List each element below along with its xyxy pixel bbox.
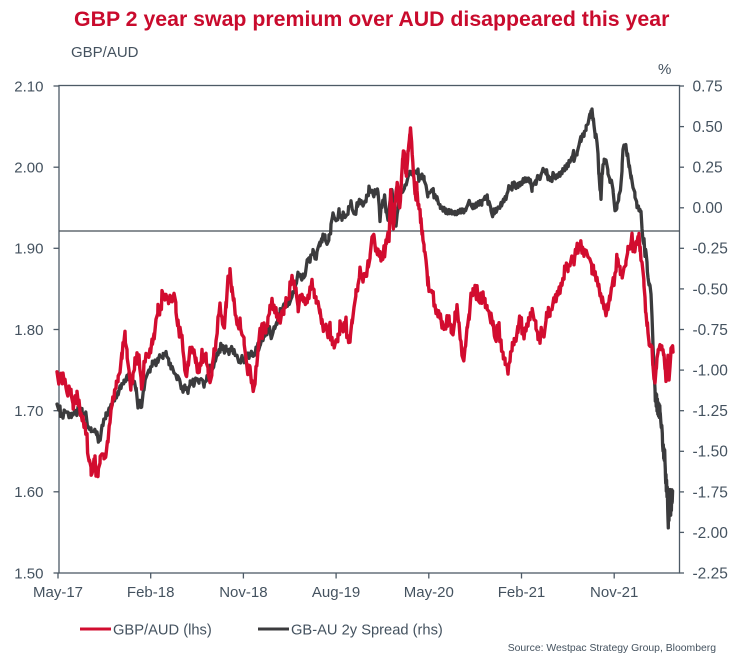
svg-text:-2.25: -2.25: [693, 565, 728, 582]
svg-text:-1.50: -1.50: [693, 444, 729, 461]
svg-text:Feb-21: Feb-21: [498, 584, 546, 601]
svg-text:1.50: 1.50: [14, 565, 43, 582]
svg-text:1.70: 1.70: [14, 403, 43, 420]
svg-text:-2.00: -2.00: [693, 525, 729, 542]
svg-text:0.00: 0.00: [693, 200, 724, 217]
svg-text:1.80: 1.80: [14, 322, 43, 339]
svg-text:0.75: 0.75: [693, 78, 723, 95]
svg-text:0.25: 0.25: [693, 160, 723, 177]
svg-text:May-17: May-17: [33, 584, 83, 601]
svg-text:Nov-21: Nov-21: [590, 584, 638, 601]
svg-text:Feb-18: Feb-18: [127, 584, 175, 601]
svg-text:-0.50: -0.50: [693, 281, 729, 298]
svg-text:-1.75: -1.75: [693, 484, 728, 501]
svg-text:-1.25: -1.25: [693, 403, 728, 420]
svg-text:2.00: 2.00: [14, 160, 43, 177]
svg-text:0.50: 0.50: [693, 119, 724, 136]
svg-text:2.10: 2.10: [14, 78, 43, 95]
svg-text:1.90: 1.90: [14, 241, 43, 258]
svg-text:-0.75: -0.75: [693, 322, 728, 339]
svg-text:May-20: May-20: [404, 584, 454, 601]
svg-text:Nov-18: Nov-18: [219, 584, 267, 601]
svg-text:-0.25: -0.25: [693, 241, 728, 258]
svg-text:Aug-19: Aug-19: [312, 584, 360, 601]
svg-text:GBP/AUD (lhs): GBP/AUD (lhs): [113, 623, 212, 639]
svg-text:GB-AU 2y Spread (rhs): GB-AU 2y Spread (rhs): [291, 623, 443, 639]
svg-text:1.60: 1.60: [14, 484, 43, 501]
svg-text:-1.00: -1.00: [693, 363, 729, 380]
